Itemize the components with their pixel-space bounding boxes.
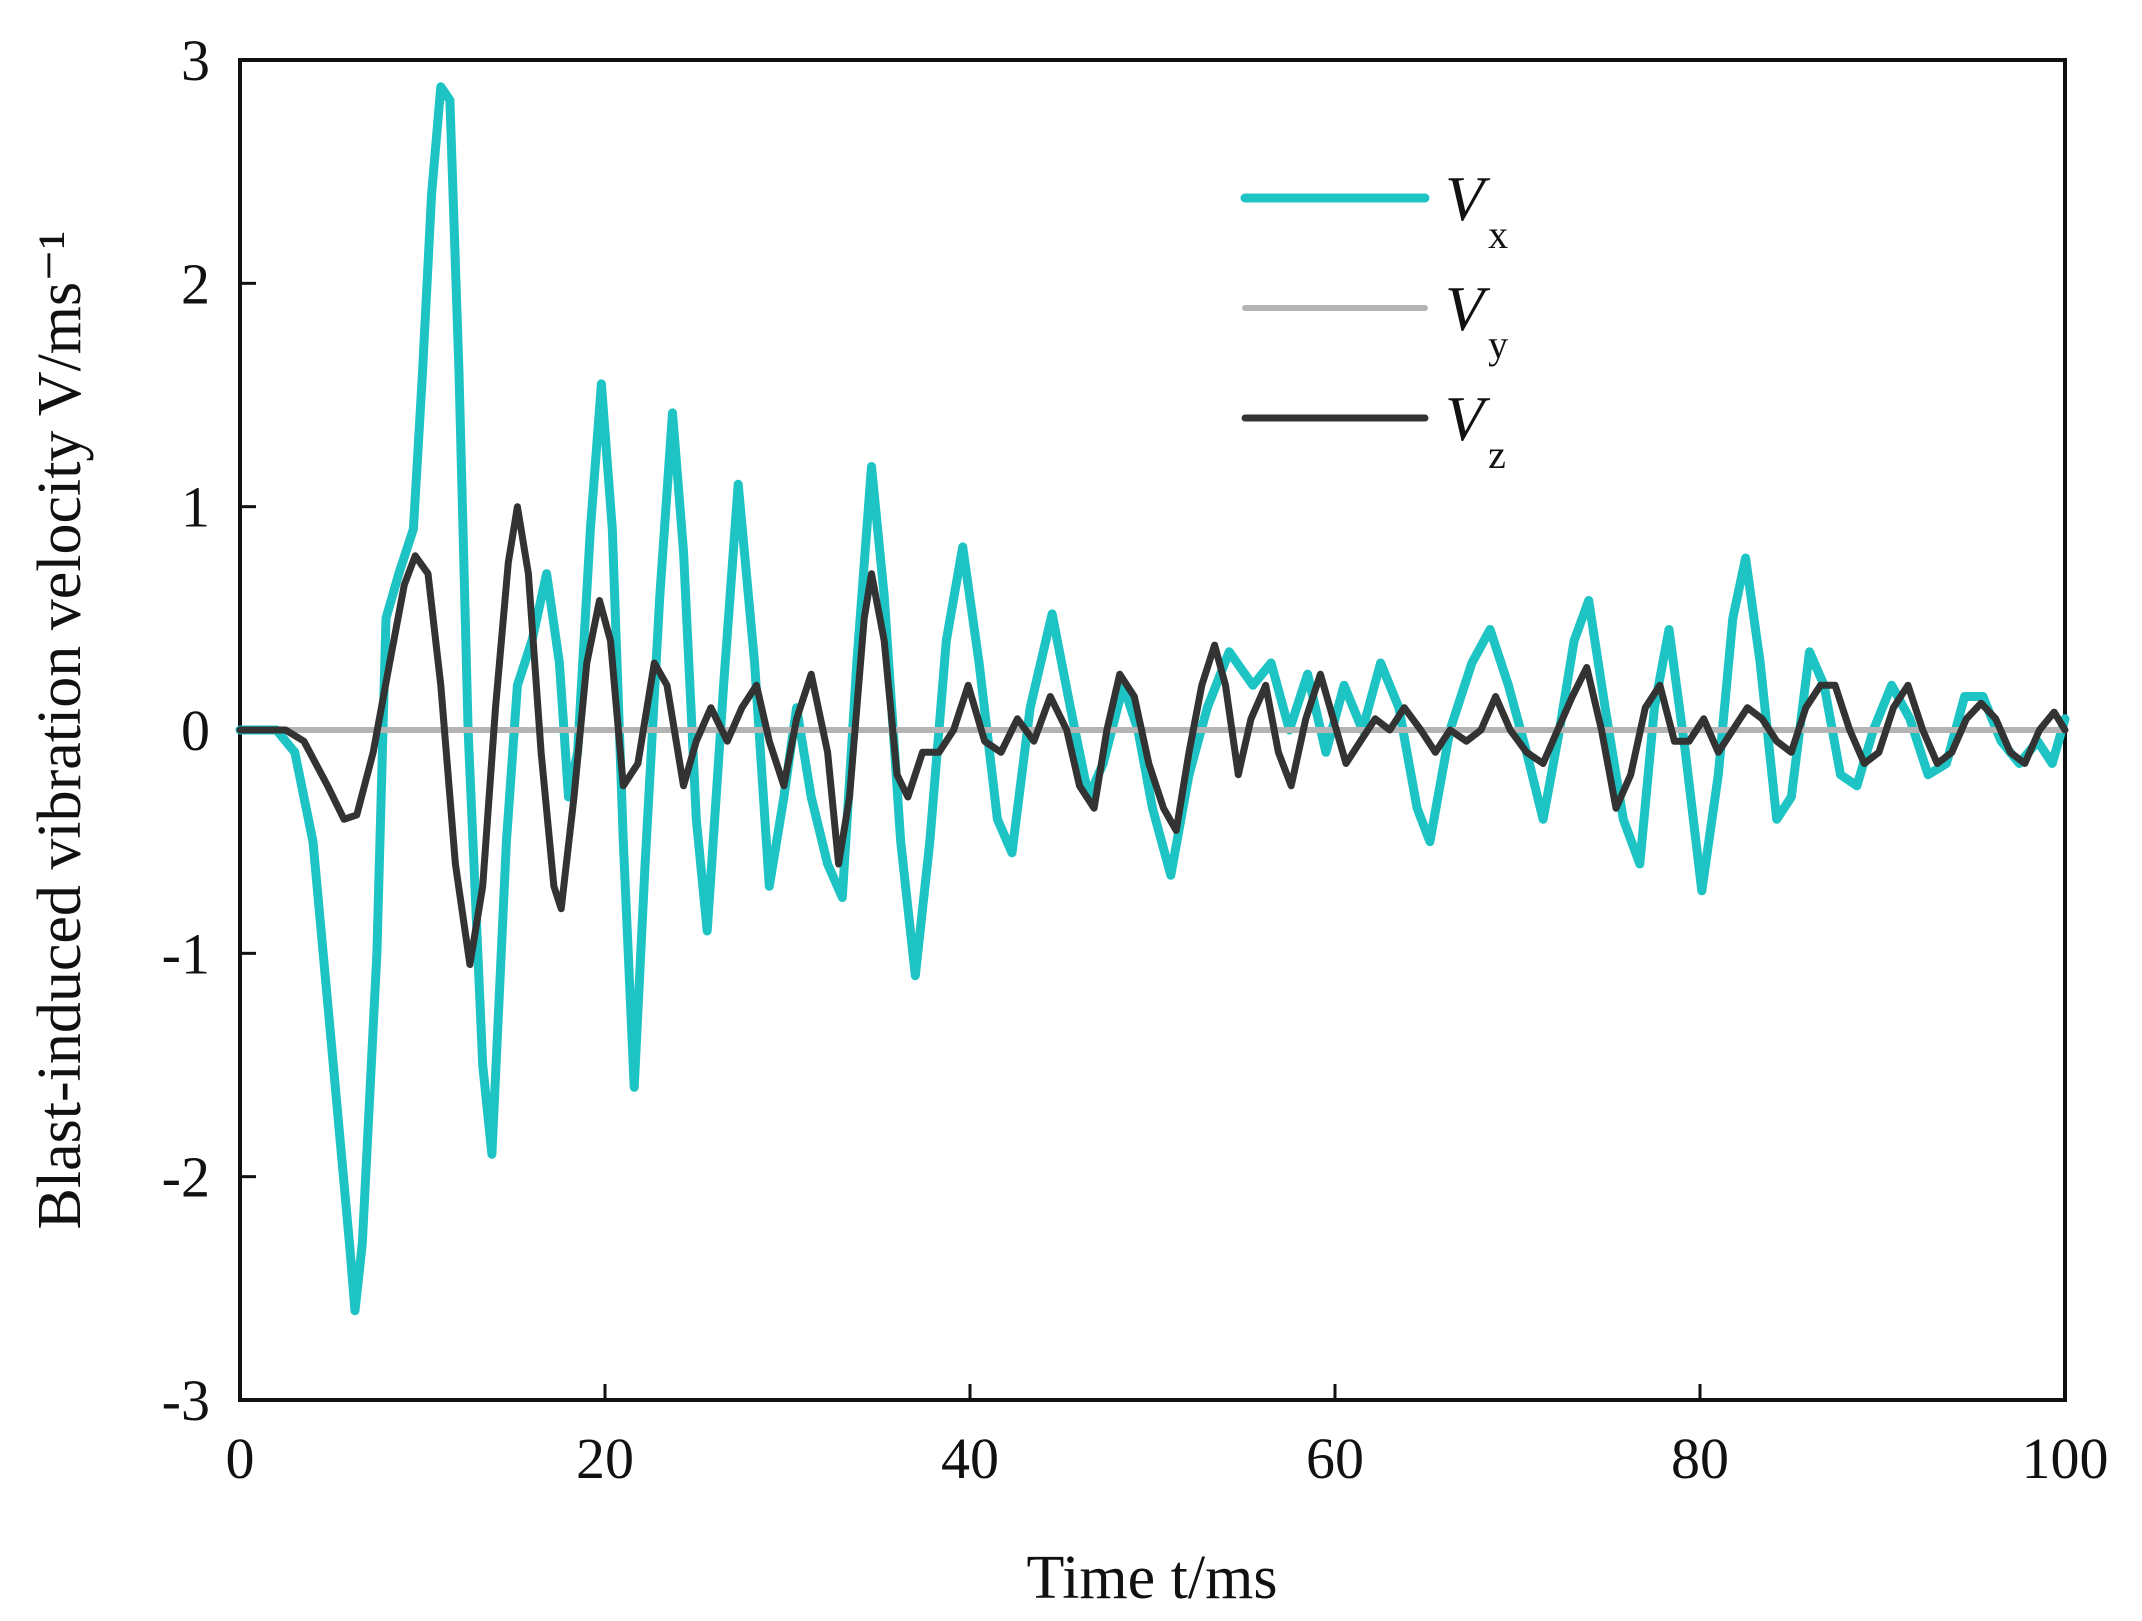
x-tick-label: 60 [1306,1426,1364,1491]
y-tick-label: 0 [181,698,210,763]
series-line-vz [236,503,2069,968]
series-line-vx [235,82,2070,1316]
y-tick-label: -3 [162,1368,210,1433]
y-tick-label: 3 [181,28,210,93]
y-axis-title: Blast-induced vibration velocity V/ms⁻¹ [26,231,94,1230]
x-tick-label: 80 [1671,1426,1729,1491]
series-layer [235,82,2070,1316]
x-axis-title: Time t/ms [1027,1544,1278,1612]
x-tick-label: 0 [226,1426,255,1491]
y-axis-ticks: 3 2 1 0 -1 -2 -3 [162,28,256,1433]
legend-label-vy: Vy [1445,273,1508,367]
x-axis-ticks: 0 20 40 60 80 100 [226,1384,2109,1491]
y-tick-label: 1 [181,475,210,540]
legend: Vx Vy Vz [1240,163,1508,477]
y-tick-label: -1 [162,921,210,986]
x-tick-label: 40 [941,1426,999,1491]
y-tick-label: 2 [181,251,210,316]
x-tick-label: 20 [576,1426,634,1491]
y-tick-label: -2 [162,1145,210,1210]
legend-label-vz: Vz [1445,383,1506,477]
legend-label-vx: Vx [1445,163,1508,257]
x-tick-label: 100 [2022,1426,2109,1491]
